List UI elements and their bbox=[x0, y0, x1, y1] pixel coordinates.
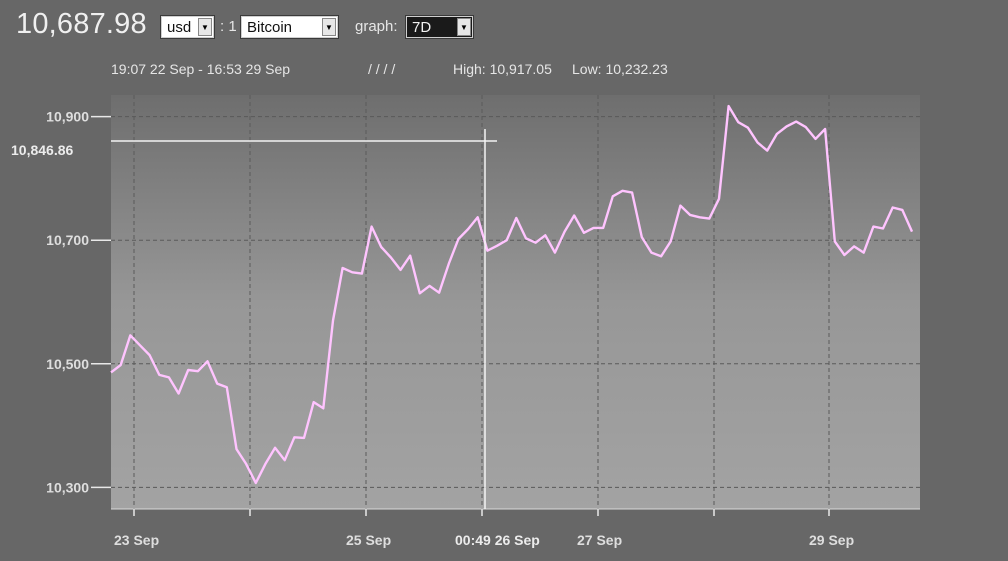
chevron-down-icon[interactable]: ▼ bbox=[457, 18, 471, 36]
crosshair: 10,846.86 00:49 26 Sep bbox=[11, 129, 540, 548]
coin-select-value: Bitcoin bbox=[247, 18, 293, 36]
chevron-down-icon[interactable]: ▼ bbox=[198, 18, 212, 36]
range-buttons[interactable]: / / / / bbox=[368, 61, 396, 77]
currency-select-value: usd bbox=[167, 18, 192, 36]
ratio-label: : 1 bbox=[220, 18, 237, 35]
y-tick-label: 10,700 bbox=[46, 232, 89, 248]
currency-select[interactable]: usd ▼ bbox=[160, 15, 215, 39]
y-tick-label: 10,300 bbox=[46, 479, 89, 495]
graph-label: graph: bbox=[355, 18, 398, 35]
x-tick-label: 25 Sep bbox=[346, 532, 391, 548]
x-tick-label: 29 Sep bbox=[809, 532, 854, 548]
current-price: 10,687.98 bbox=[16, 8, 147, 40]
x-tick-label: 23 Sep bbox=[114, 532, 159, 548]
y-tick-label: 10,900 bbox=[46, 109, 89, 125]
plot-area[interactable] bbox=[111, 95, 920, 509]
chevron-down-icon[interactable]: ▼ bbox=[322, 18, 336, 36]
range-select-value: 7D bbox=[412, 18, 432, 36]
low-value: Low: 10,232.23 bbox=[572, 61, 668, 77]
high-value: High: 10,917.05 bbox=[453, 61, 552, 77]
x-tick-label: 27 Sep bbox=[577, 532, 622, 548]
coin-select[interactable]: Bitcoin ▼ bbox=[240, 15, 339, 39]
date-range: 19:07 22 Sep - 16:53 29 Sep bbox=[111, 61, 291, 77]
crosshair-value-label: 10,846.86 bbox=[11, 142, 73, 158]
x-axis: 23 Sep 25 Sep 27 Sep 29 Sep bbox=[114, 509, 854, 548]
price-series bbox=[110, 104, 914, 485]
y-axis: 10,900 10,700 10,500 10,300 bbox=[46, 109, 111, 495]
crosshair-time-label: 00:49 26 Sep bbox=[455, 532, 540, 548]
y-tick-label: 10,500 bbox=[46, 356, 89, 372]
grid-lines bbox=[111, 95, 920, 509]
series-line bbox=[110, 104, 914, 485]
range-select[interactable]: 7D ▼ bbox=[405, 15, 474, 39]
